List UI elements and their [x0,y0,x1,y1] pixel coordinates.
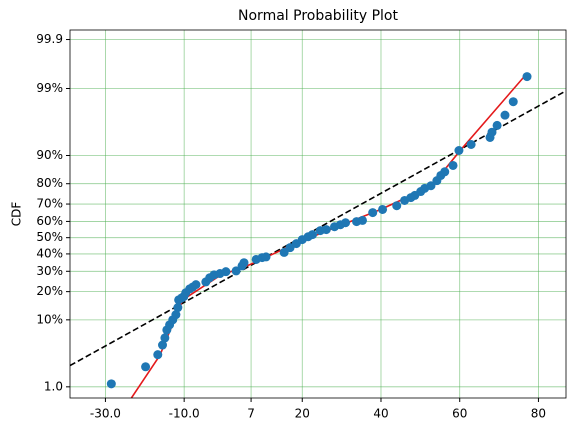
data-point [106,379,116,389]
data-point [307,230,317,240]
grid [70,30,566,398]
y-tick-label: 30% [36,264,63,278]
x-tick-label: 7 [247,407,255,421]
x-tick-label: 40 [373,407,388,421]
data-point [492,120,502,130]
data-point [426,181,436,191]
data-point [508,97,518,107]
data-point [158,340,168,350]
data-point [392,201,402,211]
y-axis-label: CDF [10,202,24,227]
y-tick-label: 70% [36,197,63,211]
data-point [221,267,231,277]
data-point [191,280,201,290]
y-tick-label: 90% [36,148,63,162]
data-point [378,204,388,214]
x-tick-label: 60 [452,407,467,421]
y-tick-label: 99% [36,81,63,95]
data-point [231,266,241,276]
x-tick-label: 80 [531,407,546,421]
data-point [357,215,367,225]
data-point [368,208,378,218]
data-point [153,350,163,360]
y-tick-label: 20% [36,284,63,298]
data-point [522,72,532,82]
y-tick-label: 60% [36,214,63,228]
data-point [239,258,249,268]
data-point [141,362,151,372]
data-point [160,333,170,343]
y-tick-label: 50% [36,230,63,244]
data-point [466,139,476,149]
data-point [261,252,271,262]
data-point [487,127,497,137]
x-tick-label: -30.0 [90,407,121,421]
data-point [448,160,458,170]
y-tick-label: 40% [36,246,63,260]
y-tick-label: 80% [36,176,63,190]
fit-line [130,72,528,398]
y-tick-label: 1.0 [44,379,63,393]
data-point [440,167,450,177]
y-tick-label: 99.9 [36,32,63,46]
data-point [321,225,331,235]
x-tick-label: 20 [295,407,310,421]
x-tick-label: -10.0 [169,407,200,421]
data-point [173,303,183,313]
y-tick-label: 10% [36,312,63,326]
data-point [500,110,510,120]
chart-title: Normal Probability Plot [238,8,398,24]
data-point [171,310,181,320]
plot-frame [69,29,567,399]
data-point [454,146,464,156]
data-point [341,218,351,228]
